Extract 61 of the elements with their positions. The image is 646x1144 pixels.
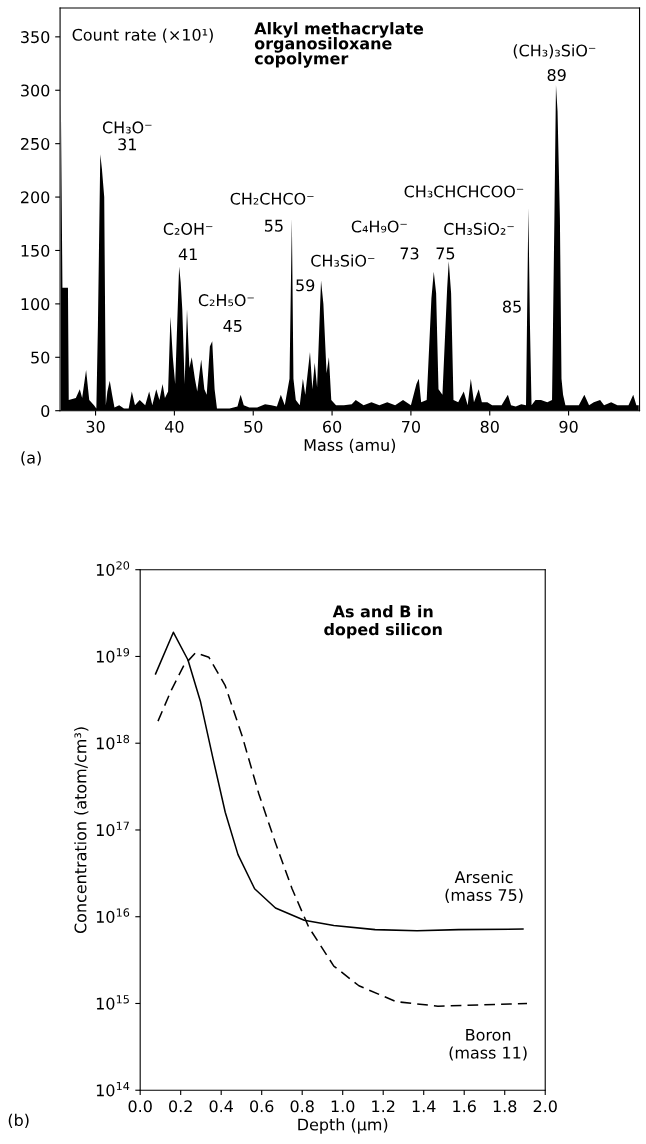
annotation: 45 (223, 320, 242, 332)
y-axis-title: Count rate (×10¹) (72, 28, 213, 43)
x-tick-label: 50 (244, 420, 263, 433)
annotation: 73 (400, 247, 419, 260)
y-tick-label: 200 (21, 191, 50, 204)
y-tick-label: 10$^{17}$ (96, 821, 129, 837)
y-tick-label: 50 (31, 351, 50, 364)
annotation: C₂H₅O⁻ (198, 294, 254, 307)
x-tick-label: 1.8 (493, 1100, 517, 1113)
y-tick-label: 0 (41, 404, 50, 417)
y-tick-label: 10$^{16}$ (96, 908, 130, 923)
y-tick-label: 10$^{18}$ (96, 734, 130, 750)
y-tick-label: 300 (21, 84, 50, 97)
series-label: Arsenic (mass 75) (445, 870, 523, 903)
y-tick-label: 100 (21, 298, 50, 311)
series-label: Boron (mass 11) (449, 1028, 527, 1061)
x-tick-label: 0.4 (209, 1100, 233, 1113)
x-tick-label: 0.8 (290, 1100, 314, 1113)
annotation: (CH₃)₃SiO⁻ (513, 44, 596, 59)
annotation: 89 (547, 69, 566, 82)
annotation: 55 (264, 219, 283, 232)
x-tick-label: 1.4 (412, 1100, 436, 1113)
text: Alkyl methacrylate organosiloxane copolymer (254, 22, 424, 68)
annotation: 85 (502, 300, 521, 313)
x-tick-label: 40 (165, 420, 184, 433)
x-tick-label: 90 (559, 420, 578, 433)
x-tick-label: 1.0 (331, 1100, 355, 1113)
annotation: CH₃O⁻ (102, 121, 152, 134)
x-tick-label: 1.2 (372, 1100, 395, 1113)
text: (a) (21, 451, 41, 466)
x-tick-label: 70 (402, 420, 421, 433)
x-axis-title: Mass (amu) (304, 438, 396, 453)
annotation: CH₃SiO⁻ (311, 254, 375, 267)
x-tick-label: 2.0 (533, 1100, 557, 1113)
y-tick-label: 250 (21, 137, 50, 150)
x-tick-label: 60 (323, 420, 342, 433)
x-tick-label: 0.6 (250, 1100, 274, 1113)
y-tick-label: 10$^{15}$ (96, 995, 129, 1010)
y-tick-label: 150 (21, 244, 50, 257)
y-tick-label: 350 (21, 31, 50, 44)
text: (b) (8, 1113, 29, 1128)
y-tick-label: 10$^{14}$ (96, 1081, 130, 1097)
y-tick-label: 10$^{20}$ (96, 561, 130, 576)
annotation: CH₃SiO₂⁻ (444, 222, 514, 235)
annotation: C₄H₉O⁻ (351, 220, 407, 233)
annotation: 31 (118, 138, 136, 151)
annotation: CH₃CHCHCOO⁻ (404, 185, 524, 198)
y-axis-title: Concentration (atom/cm³) (74, 727, 89, 934)
x-tick-label: 30 (86, 420, 105, 433)
x-tick-label: 80 (480, 420, 499, 433)
annotation: 59 (296, 279, 315, 292)
x-tick-label: 0.0 (128, 1100, 152, 1113)
x-tick-label: 0.2 (169, 1100, 192, 1113)
annotation: 75 (436, 247, 455, 260)
x-tick-label: 1.6 (453, 1100, 476, 1113)
y-tick-label: 10$^{19}$ (96, 648, 130, 663)
annotation: CH₂CHCO⁻ (230, 192, 314, 205)
text: As and B in doped silicon (324, 605, 442, 639)
annotation: 41 (178, 248, 197, 261)
annotation: C₂OH⁻ (163, 222, 213, 235)
x-axis-title: Depth (μm) (298, 1118, 388, 1134)
